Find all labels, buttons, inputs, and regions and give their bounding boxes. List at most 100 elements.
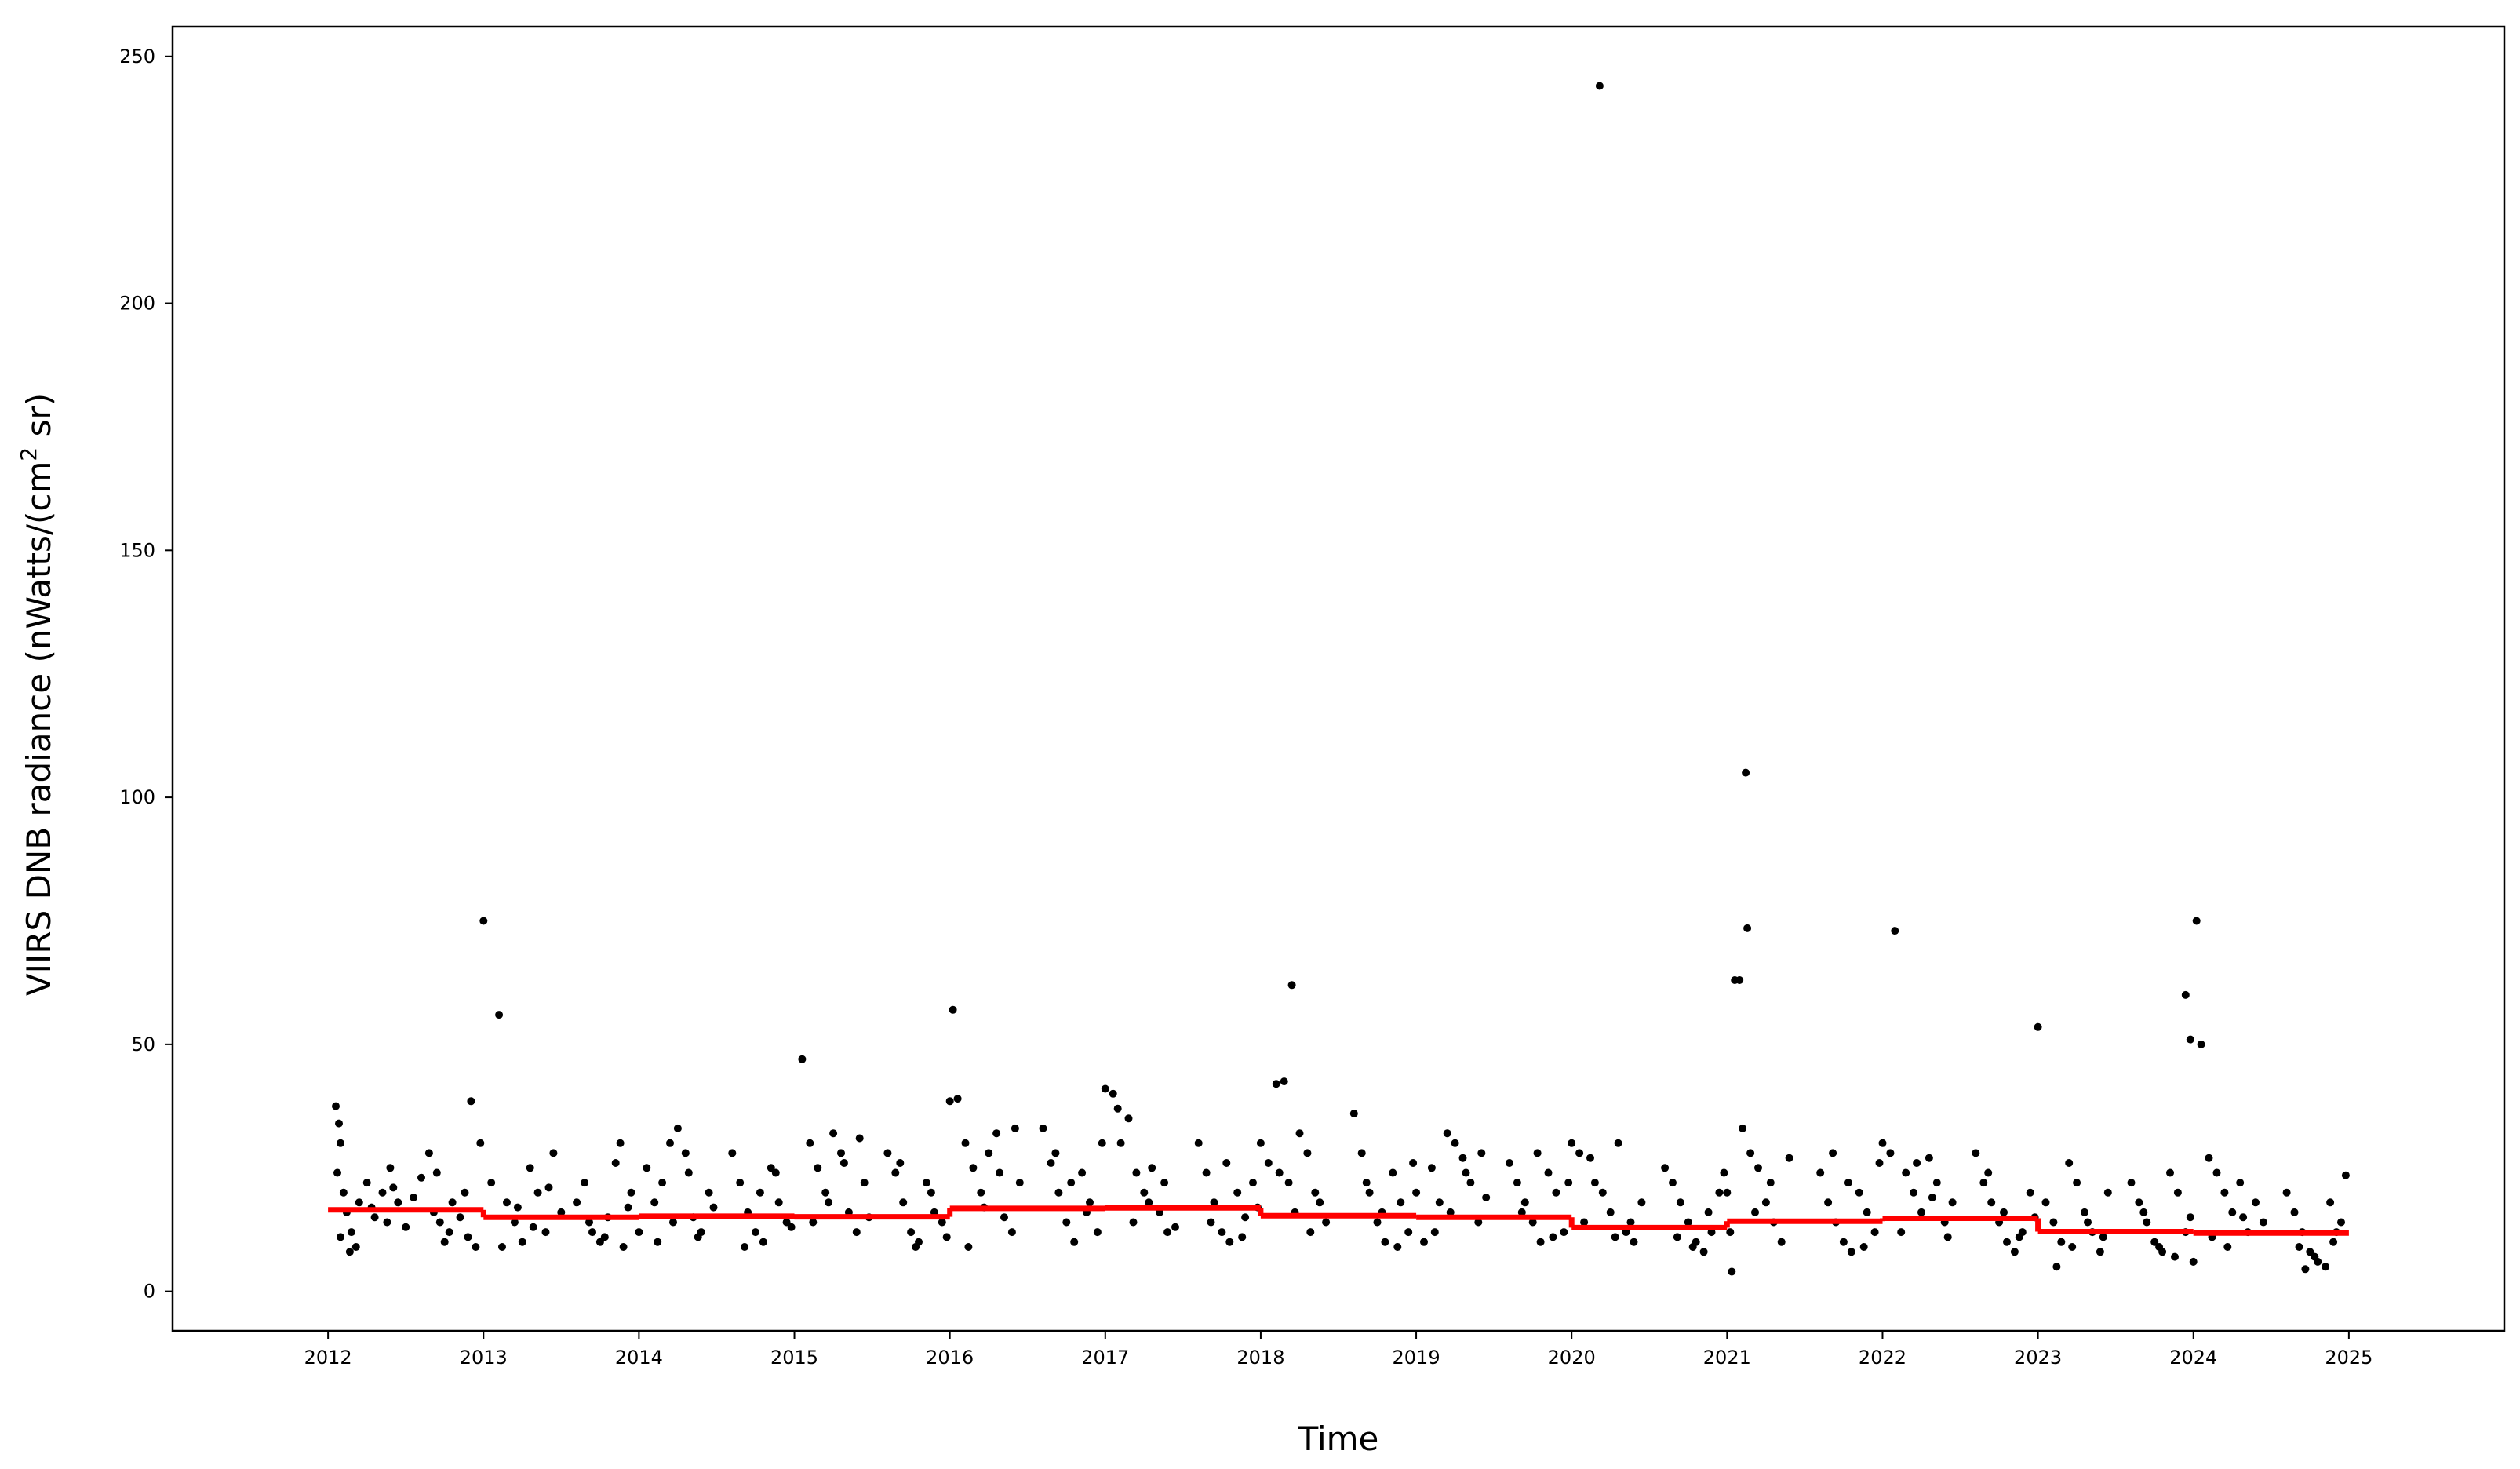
data-point (2220, 1188, 2229, 1197)
data-point (1078, 1168, 1087, 1177)
data-point (1466, 1179, 1475, 1187)
data-point (839, 1159, 848, 1167)
data-point (1863, 1208, 1871, 1216)
data-point (1743, 924, 1752, 932)
data-point (461, 1188, 469, 1197)
data-point (1870, 1228, 1879, 1237)
data-point (1430, 1228, 1439, 1237)
data-point (1054, 1188, 1063, 1197)
data-point (883, 1149, 892, 1157)
data-point (448, 1198, 457, 1207)
data-point (1715, 1188, 1724, 1197)
data-point (2057, 1238, 2066, 1246)
data-point (2015, 1233, 2023, 1241)
data-point (1140, 1188, 1149, 1197)
data-point (1163, 1228, 1172, 1237)
data-point (1113, 1104, 1122, 1113)
data-point (912, 1243, 920, 1251)
data-point (1891, 927, 1899, 935)
data-point (2290, 1208, 2299, 1216)
data-point (1875, 1159, 1884, 1167)
data-point (860, 1179, 869, 1187)
data-point (1015, 1179, 1024, 1187)
data-point (2223, 1243, 2232, 1251)
data-point (1676, 1198, 1684, 1207)
data-point (518, 1238, 526, 1246)
data-point (1626, 1218, 1635, 1227)
data-point (1979, 1179, 1988, 1187)
data-point (1735, 976, 1744, 984)
data-point (964, 1243, 973, 1251)
data-point (899, 1198, 908, 1207)
data-point (1477, 1149, 1486, 1157)
points-layer (332, 82, 2350, 1276)
data-point (355, 1198, 363, 1207)
data-point (771, 1168, 780, 1177)
data-point (1109, 1089, 1117, 1098)
data-point (1902, 1168, 1910, 1177)
data-point (1552, 1188, 1560, 1197)
data-point (1637, 1198, 1646, 1207)
data-point (332, 1102, 340, 1110)
data-point (996, 1168, 1004, 1177)
data-point (456, 1213, 464, 1222)
data-point (495, 1011, 504, 1019)
data-point (1389, 1168, 1397, 1177)
data-point (2322, 1263, 2330, 1271)
data-point (611, 1159, 620, 1167)
data-point (1987, 1198, 1996, 1207)
data-point (1595, 82, 1604, 90)
data-point (529, 1223, 537, 1231)
data-point (1194, 1139, 1203, 1147)
data-point (362, 1179, 371, 1187)
data-point (643, 1164, 651, 1172)
data-point (669, 1218, 677, 1227)
data-point (942, 1233, 951, 1241)
data-point (2166, 1168, 2174, 1177)
data-point (1897, 1228, 1906, 1237)
data-point (510, 1218, 519, 1227)
x-tick-label: 2019 (1393, 1347, 1440, 1369)
data-point (1878, 1139, 1887, 1147)
data-point (969, 1164, 978, 1172)
data-point (476, 1139, 485, 1147)
data-point (1568, 1139, 1576, 1147)
data-point (681, 1149, 690, 1157)
x-tick-label: 2022 (1859, 1347, 1906, 1369)
data-point (541, 1228, 550, 1237)
data-point (1047, 1159, 1055, 1167)
data-point (658, 1179, 667, 1187)
data-point (533, 1188, 542, 1197)
data-point (756, 1188, 764, 1197)
data-point (1886, 1149, 1895, 1157)
data-point (1295, 1129, 1304, 1138)
data-point (2259, 1218, 2267, 1227)
data-point (1160, 1179, 1169, 1187)
data-point (2081, 1208, 2088, 1216)
data-point (2096, 1248, 2104, 1256)
data-point (1145, 1198, 1153, 1207)
data-point (694, 1233, 702, 1241)
data-point (1723, 1188, 1732, 1197)
data-point (1824, 1198, 1833, 1207)
data-point (1322, 1218, 1331, 1227)
data-point (1575, 1149, 1584, 1157)
x-axis-label: Time (1298, 1420, 1379, 1458)
x-tick-label: 2023 (2014, 1347, 2062, 1369)
data-point (337, 1233, 344, 1241)
data-point (1720, 1168, 1728, 1177)
data-point (1238, 1233, 1247, 1241)
data-point (595, 1238, 604, 1246)
data-point (370, 1213, 379, 1222)
data-point (2150, 1238, 2159, 1246)
data-point (2337, 1218, 2345, 1227)
data-point (1218, 1228, 1226, 1237)
data-point (728, 1149, 737, 1157)
data-point (1474, 1218, 1483, 1227)
data-point (440, 1238, 449, 1246)
data-point (557, 1208, 566, 1216)
data-point (2065, 1159, 2074, 1167)
data-point (1766, 1179, 1775, 1187)
data-point (479, 917, 488, 925)
